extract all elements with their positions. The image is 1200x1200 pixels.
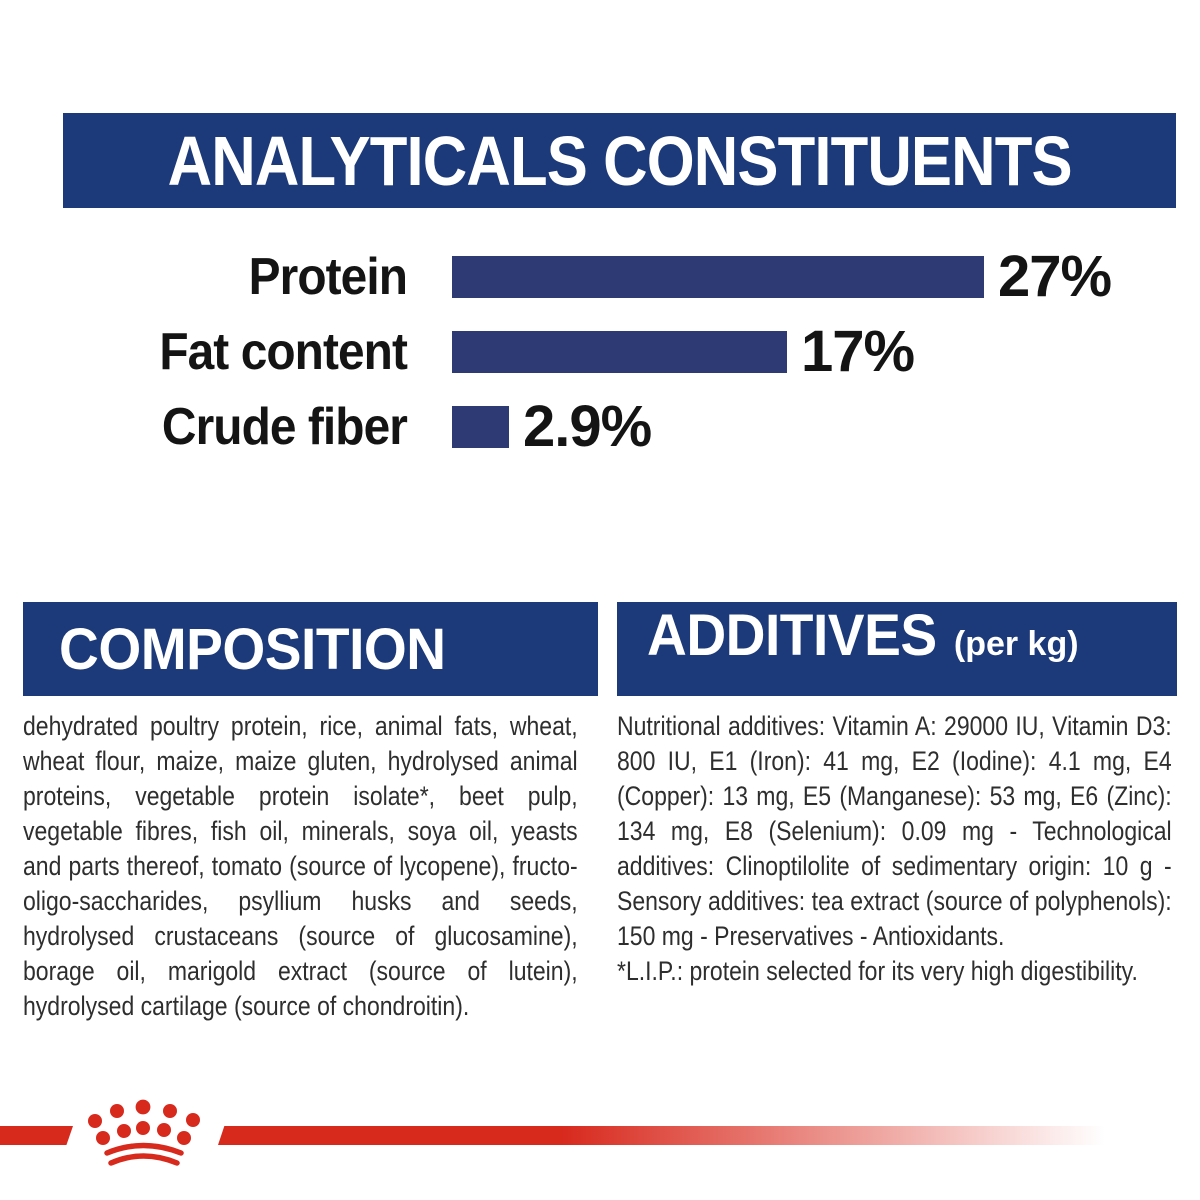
composition-title: COMPOSITION — [59, 616, 446, 682]
chart-row: Protein 27% — [0, 244, 1200, 309]
royal-canin-crown-icon — [88, 1099, 200, 1166]
analyticals-title: ANALYTICALS CONSTITUENTS — [167, 121, 1072, 200]
chart-category-label: Crude fiber — [161, 398, 408, 456]
chart-bar — [452, 256, 984, 298]
chart-row: Crude fiber 2.9% — [0, 394, 1200, 459]
footer-red-divider-left — [0, 1126, 73, 1145]
additives-header-band: ADDITIVES (per kg) — [617, 602, 1177, 696]
composition-ingredients-text: dehydrated poultry protein, rice, animal… — [23, 711, 578, 1021]
chart-category-label: Protein — [248, 248, 408, 306]
chart-bar — [452, 406, 509, 448]
chart-category-label: Fat content — [159, 323, 408, 381]
analytical-constituents-chart: Protein 27% Fat content 17% Crude fiber 2.9% — [0, 244, 1200, 481]
chart-value-label: 27% — [998, 244, 1112, 309]
analyticals-header-band: ANALYTICALS CONSTITUENTS — [63, 113, 1176, 208]
additives-unit: (per kg) — [953, 625, 1079, 663]
chart-value-label: 17% — [801, 319, 915, 384]
composition-header-band: COMPOSITION — [23, 602, 598, 696]
additives-text-block: Nutritional additives: Vitamin A: 29000 … — [617, 709, 1172, 989]
lip-footnote-text: *L.I.P.: protein selected for its very h… — [617, 956, 1138, 986]
chart-row: Fat content 17% — [0, 319, 1200, 384]
chart-value-label: 2.9% — [523, 394, 652, 459]
additives-title: ADDITIVES — [647, 603, 937, 668]
chart-bar — [452, 331, 787, 373]
additives-nutritional-text: Nutritional additives: Vitamin A: 29000 … — [617, 711, 1172, 951]
composition-text-block: dehydrated poultry protein, rice, animal… — [23, 709, 578, 1024]
footer-red-divider-right — [218, 1126, 1123, 1145]
